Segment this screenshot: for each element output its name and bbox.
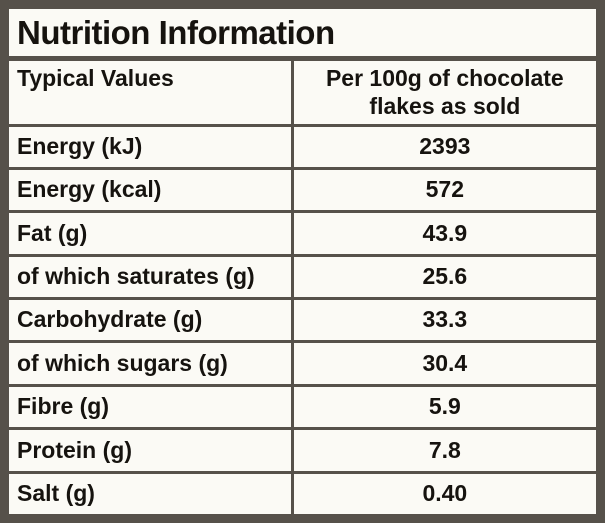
row-label-energy-kcal: Energy (kcal) (9, 169, 294, 211)
table-row: Energy (kJ) 2393 (9, 126, 596, 170)
row-value-protein: 7.8 (428, 436, 461, 463)
row-value-salt: 0.40 (422, 480, 468, 507)
row-label-protein: Protein (g) (9, 430, 294, 471)
row-value-fibre: 5.9 (428, 393, 461, 420)
table-row: of which sugars (g) 30.4 (9, 343, 596, 387)
table-header-row: Typical Values Per 100g of chocolate fla… (9, 60, 596, 127)
row-label-sugars: of which sugars (g) (9, 343, 294, 384)
row-label-saturates: of which saturates (g) (9, 256, 294, 298)
row-value-energy-kcal: 572 (425, 176, 465, 203)
table-row: Energy (kcal) 572 (9, 169, 596, 214)
row-label-energy-kj: Energy (kJ) (9, 126, 294, 167)
column-header-typical-values: Typical Values (9, 60, 294, 124)
table-row: Fat (g) 43.9 (9, 213, 596, 257)
table-row: Carbohydrate (g) 33.3 (9, 300, 596, 344)
table-row: Fibre (g) 5.9 (9, 386, 596, 431)
row-value-carbohydrate: 33.3 (422, 306, 468, 333)
page-title: Nutrition Information (9, 9, 596, 61)
table-row: of which saturates (g) 25.6 (9, 256, 596, 301)
row-label-fat: Fat (g) (9, 213, 294, 254)
row-value-energy-kj: 2393 (419, 132, 471, 159)
nutrition-table: Nutrition Information Typical Values Per… (9, 9, 596, 514)
table-row: Salt (g) 0.40 (9, 473, 596, 514)
row-label-salt: Salt (g) (9, 473, 294, 514)
row-label-carbohydrate: Carbohydrate (g) (9, 300, 294, 341)
column-header-per-100g: Per 100g of chocolate flakes as sold (325, 64, 564, 119)
row-value-saturates: 25.6 (422, 263, 468, 290)
row-value-fat: 43.9 (422, 219, 468, 246)
row-value-sugars: 30.4 (422, 349, 468, 376)
table-row: Protein (g) 7.8 (9, 430, 596, 474)
row-label-fibre: Fibre (g) (9, 386, 294, 428)
